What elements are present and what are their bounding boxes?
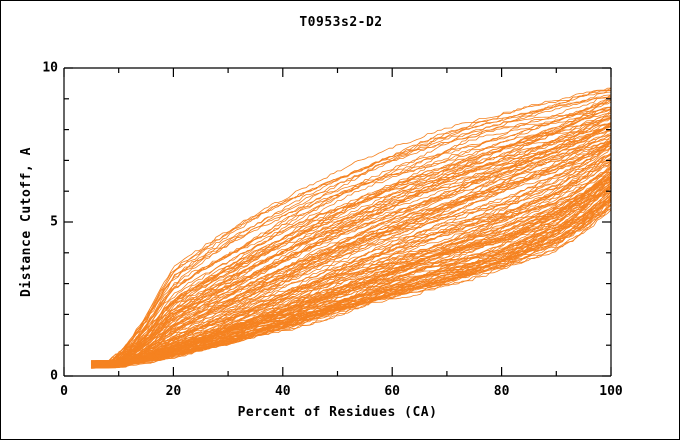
model-curve xyxy=(90,204,611,363)
model-curve xyxy=(90,142,611,364)
model-curve xyxy=(90,133,611,362)
model-curve xyxy=(90,175,611,364)
model-curve xyxy=(90,91,611,363)
model-curve xyxy=(90,122,611,364)
x-tick-label: 80 xyxy=(493,384,510,399)
model-curve xyxy=(90,94,611,365)
model-curve xyxy=(90,106,611,367)
model-curve xyxy=(90,122,611,364)
model-curve xyxy=(90,178,611,365)
model-curve xyxy=(90,141,611,366)
model-curve xyxy=(90,138,611,362)
model-curve xyxy=(90,112,611,364)
model-curve xyxy=(90,142,611,368)
x-tick-label: 60 xyxy=(384,384,401,399)
curve-bundle xyxy=(90,87,611,369)
model-curve xyxy=(90,196,611,368)
model-curve xyxy=(90,172,611,367)
model-curve xyxy=(90,199,611,369)
model-curve xyxy=(90,134,611,365)
model-curve xyxy=(90,184,611,362)
x-tick-label: 100 xyxy=(599,384,623,399)
model-curve xyxy=(90,140,611,363)
model-curve xyxy=(90,158,611,368)
curve-group xyxy=(90,87,611,369)
model-curve xyxy=(90,146,611,364)
model-curve xyxy=(90,180,611,366)
model-curve xyxy=(90,101,611,367)
y-tick-label: 5 xyxy=(50,214,58,230)
x-tick-label: 40 xyxy=(274,384,291,399)
x-tick-label: 20 xyxy=(165,384,182,399)
model-curve xyxy=(90,142,611,367)
model-curve xyxy=(90,116,611,362)
model-curve xyxy=(90,111,611,365)
model-curve xyxy=(90,90,611,363)
y-tick-label: 10 xyxy=(42,60,58,76)
model-curve xyxy=(90,116,611,366)
model-curve xyxy=(90,117,611,369)
chart-title: T0953s2-D2 xyxy=(299,15,383,30)
plot-area xyxy=(64,68,611,376)
x-tick-label: 0 xyxy=(60,384,68,399)
model-curve xyxy=(90,97,611,368)
model-curve xyxy=(90,144,611,362)
model-curve xyxy=(90,153,611,364)
model-curve xyxy=(90,141,611,362)
y-tick-label: 0 xyxy=(50,368,58,384)
x-axis-label: Percent of Residues (CA) xyxy=(237,405,438,420)
model-curve xyxy=(90,145,611,368)
model-curve xyxy=(90,154,611,367)
y-axis-label: Distance Cutoff, A xyxy=(19,147,34,297)
model-curve xyxy=(90,197,611,362)
model-curve xyxy=(90,99,611,369)
